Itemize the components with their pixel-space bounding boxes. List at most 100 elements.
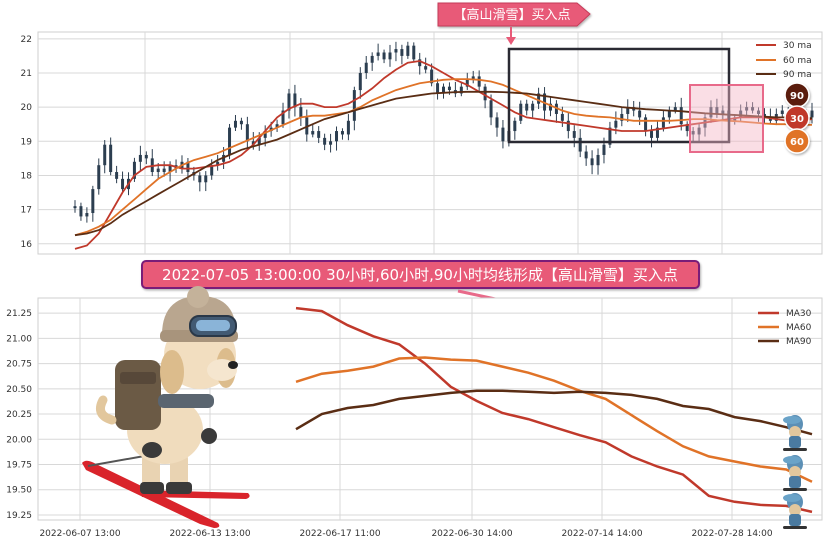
price-bar-body — [442, 86, 445, 94]
price-bar-body — [340, 131, 344, 135]
signal-banner-text: 2022-07-05 13:00:00 30小时,60小时,90小时均线形成【高… — [162, 266, 678, 284]
price-bar-body — [483, 86, 487, 101]
price-bar-body — [370, 55, 374, 63]
price-y-tick-label: 18 — [21, 171, 33, 181]
price-bar-body — [614, 120, 618, 128]
price-bar-body — [198, 175, 202, 183]
price-bar-body — [138, 154, 142, 162]
price-bar-body — [424, 66, 428, 70]
price-bar-body — [115, 172, 119, 179]
price-bar-body — [210, 165, 214, 176]
price-bar-body — [810, 110, 814, 118]
buy-point-callout-text: 【高山滑雪】买入点 — [453, 7, 570, 23]
price-bar-body — [436, 83, 440, 94]
price-bar-body — [685, 124, 689, 132]
price-bar-body — [709, 107, 713, 118]
price-bar-body — [358, 72, 362, 91]
ma-x-tick-label: 2022-06-07 13:00 — [39, 529, 120, 539]
price-bar-body — [168, 165, 172, 173]
price-bar-body — [162, 168, 166, 173]
ma-y-tick-label: 20.25 — [6, 410, 32, 420]
legend-label-30ma: 30 ma — [783, 41, 812, 51]
ma-x-tick-label: 2022-06-13 13:00 — [169, 529, 250, 539]
badge-90: 90 — [784, 82, 810, 108]
price-bar-body — [531, 103, 535, 111]
price-bar-body — [121, 178, 125, 190]
price-bar-body — [525, 103, 529, 111]
price-bar-body — [757, 110, 761, 114]
price-bar-body — [382, 52, 386, 60]
price-y-tick-label: 21 — [21, 69, 32, 79]
price-y-tick-label: 16 — [21, 240, 33, 250]
ma-y-tick-label: 21.00 — [6, 334, 32, 344]
price-bar-body — [97, 165, 101, 190]
price-bar-body — [739, 110, 743, 118]
legend-label-60ma: 60 ma — [783, 56, 812, 66]
price-bar-body — [762, 113, 766, 118]
price-bar-body — [293, 93, 297, 108]
price-bar-body — [412, 45, 416, 60]
price-bar-body — [489, 100, 493, 118]
price-bar-body — [572, 131, 576, 138]
ma90-line — [295, 389, 813, 436]
price-bar-body — [548, 103, 552, 111]
price-bar-body — [352, 90, 356, 121]
ma-y-tick-label: 20.00 — [6, 435, 32, 445]
price-legend: 30 ma 60 ma 90 ma — [756, 41, 812, 80]
price-bar-body — [287, 93, 291, 111]
price-bar-body — [394, 49, 398, 53]
price-bar-body — [745, 107, 749, 111]
price-bar-body — [620, 113, 624, 121]
price-bar-body — [477, 76, 481, 87]
price-bar-body — [566, 120, 570, 132]
small-skier-icons — [783, 415, 807, 529]
price-bar-body — [650, 131, 654, 138]
signal-box — [507, 47, 731, 144]
price-bar-body — [376, 52, 380, 56]
signal-banner: 2022-07-05 13:00:00 30小时,60小时,90小时均线形成【高… — [141, 260, 700, 289]
badge-90-label: 90 — [790, 91, 804, 102]
price-bar-body — [79, 206, 83, 217]
price-bar-body — [85, 213, 89, 217]
price-bar-body — [679, 107, 683, 125]
price-bar-body — [109, 144, 113, 173]
price-bar-body — [275, 124, 279, 128]
price-bar-body — [204, 175, 208, 183]
price-bar-body — [519, 103, 523, 121]
price-bar-body — [103, 144, 107, 166]
price-y-tick-label: 22 — [21, 35, 32, 45]
ma-x-axis: 2022-06-07 13:00 2022-06-13 13:00 2022-06-… — [39, 529, 772, 539]
skier-icon — [783, 455, 807, 491]
price-bar-body — [228, 127, 232, 155]
price-bar-body — [91, 189, 95, 214]
ma-x-tick-label: 2022-07-28 14:00 — [691, 529, 772, 539]
ma-y-axis: 19.25 19.50 19.75 20.00 20.25 20.50 20.75 21.00… — [6, 309, 32, 521]
price-bar-body — [465, 79, 469, 87]
price-bar-body — [430, 69, 434, 84]
ma-legend: MA30 MA60 MA90 — [758, 309, 812, 347]
ma-y-tick-label: 19.75 — [6, 461, 32, 471]
ma-x-tick-label: 2022-06-17 11:00 — [299, 529, 380, 539]
ma-zoom-lines — [295, 306, 813, 514]
callout-down-arrow — [506, 27, 516, 45]
price-bar-body — [584, 151, 588, 159]
price-bar-body — [596, 154, 600, 166]
price-bar-body — [673, 107, 677, 111]
price-bar-body — [501, 127, 505, 142]
price-bar-body — [697, 127, 701, 135]
price-bar-body — [655, 127, 659, 138]
legend-label-ma90: MA90 — [786, 337, 812, 347]
ma-y-tick-label: 20.75 — [6, 360, 32, 370]
badge-60-label: 60 — [790, 137, 804, 148]
price-bar-body — [346, 120, 350, 135]
ma30-line — [295, 306, 813, 514]
price-bar-body — [721, 110, 725, 114]
price-bar-body — [186, 161, 190, 173]
price-bar-body — [263, 131, 267, 138]
price-bar-body — [638, 110, 642, 118]
price-bar-body — [388, 52, 392, 60]
price-bar-body — [667, 110, 671, 118]
consolidation-zone — [689, 84, 764, 153]
price-bar-body — [299, 107, 303, 118]
price-bar-body — [626, 107, 630, 114]
